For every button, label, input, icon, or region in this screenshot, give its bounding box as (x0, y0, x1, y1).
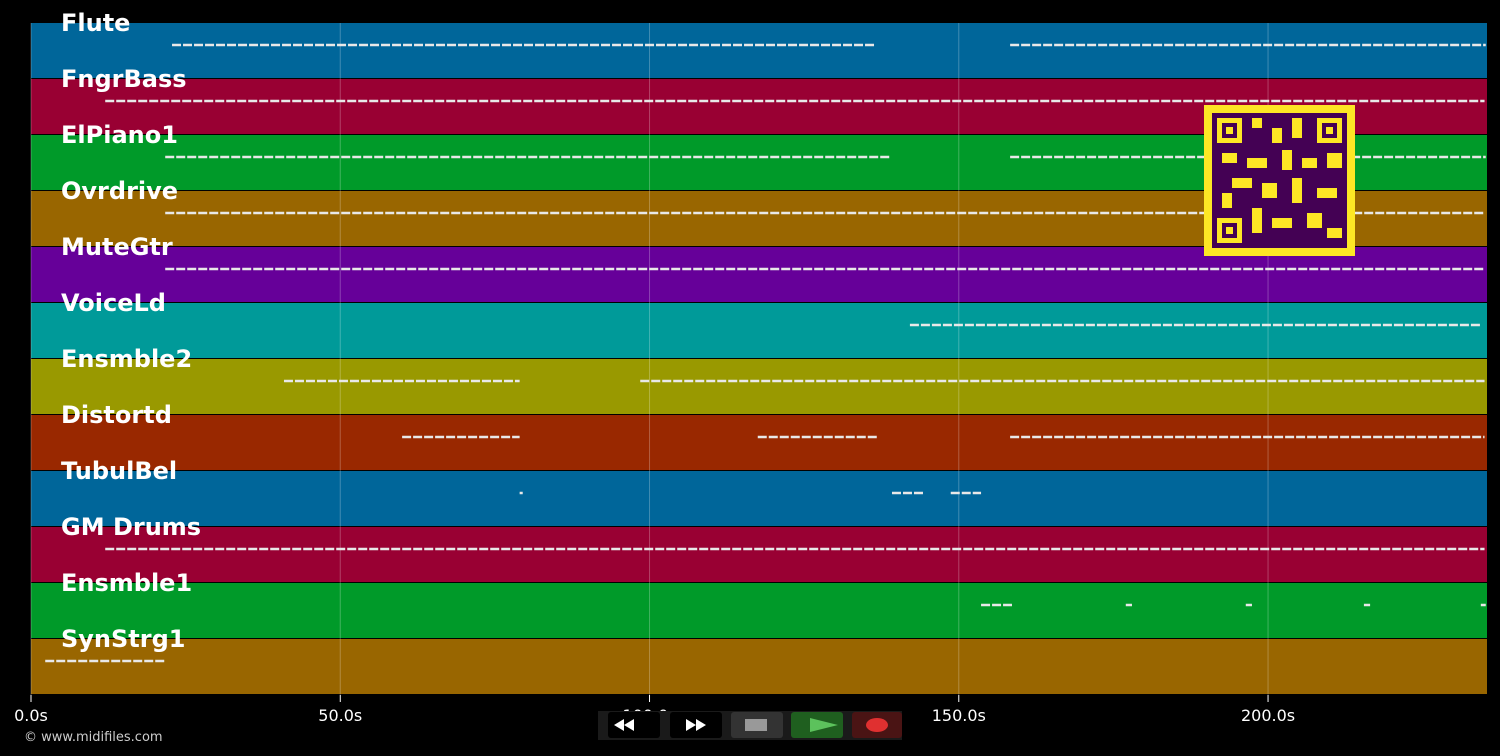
track-name: Ovrdrive (61, 177, 178, 205)
transport (598, 711, 902, 740)
track-name: Distortd (61, 401, 172, 429)
track-name: Ensmble1 (61, 569, 192, 597)
x-tick-label: 0.0s (14, 706, 48, 725)
track-name: Ensmble2 (61, 345, 192, 373)
track-name: FngrBass (61, 65, 187, 93)
track-band (31, 639, 1487, 694)
copyright: © www.midifiles.com (24, 730, 163, 745)
track-band (31, 583, 1487, 638)
x-tick-label: 50.0s (318, 706, 362, 725)
track-band (31, 359, 1487, 414)
track-band (31, 415, 1487, 470)
track-name: MuteGtr (61, 233, 173, 261)
track-band (31, 247, 1487, 302)
track-name: TubulBel (61, 457, 177, 485)
track-name: ElPiano1 (61, 121, 178, 149)
qr-code (1204, 105, 1355, 256)
x-tick-label: 200.0s (1241, 706, 1295, 725)
track-band (31, 471, 1487, 526)
track-band (31, 527, 1487, 582)
track-band (31, 23, 1487, 78)
track-name: Flute (61, 9, 130, 37)
track-band (31, 303, 1487, 358)
track-name: GM Drums (61, 513, 201, 541)
track-name: VoiceLd (61, 289, 166, 317)
track-name: SynStrg1 (61, 625, 186, 653)
x-tick-label: 150.0s (932, 706, 986, 725)
